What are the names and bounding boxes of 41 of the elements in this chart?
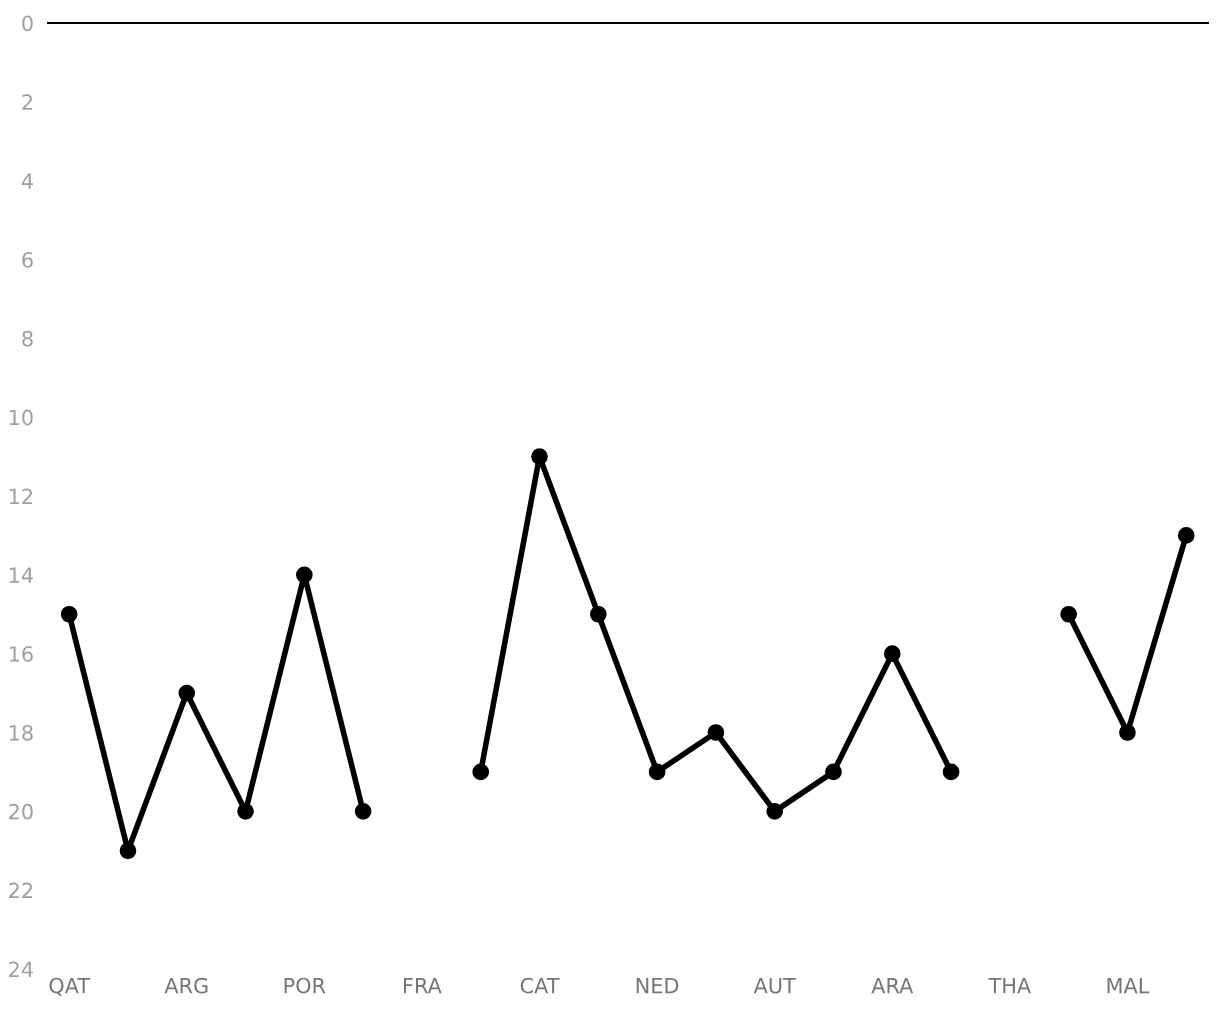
x-tick-label: ARG [164,977,208,994]
point [60,605,78,623]
y-tick-label: 0 [22,15,33,32]
point [942,763,960,781]
x-tick-label: THA [988,977,1032,994]
x-tick-label: POR [284,977,326,994]
point [1060,605,1077,623]
point [119,842,137,860]
x-tick-label: NED [636,977,679,994]
point [1119,724,1136,741]
point [589,605,607,623]
y-tick-label: 4 [21,173,33,189]
x-tick-label: QAT [49,977,91,996]
y-tick-label: 6 [22,251,33,268]
point [531,448,548,465]
point [825,763,842,781]
point [707,724,725,741]
y-tick-label: 12 [9,488,33,504]
point [296,566,313,584]
point [1177,527,1195,544]
y-tick-label: 22 [9,882,33,899]
point [766,802,784,820]
y-tick-label: 10 [9,409,33,426]
x-tick-label: MAL [1107,977,1150,994]
point [178,684,196,702]
y-tick-label: 18 [9,724,33,741]
point [237,802,254,820]
x-tick-label: CAT [520,977,560,994]
point [648,763,666,781]
y-tick-label: 24 [9,961,33,977]
y-tick-label: 20 [9,803,33,820]
y-tick-label: 8 [22,330,33,347]
point [354,802,372,820]
point [472,763,490,781]
y-tick-label: 14 [9,567,33,583]
x-tick-label: ARA [871,977,914,994]
point [883,645,901,663]
x-tick-label: AUT [753,977,796,994]
y-tick-label: 16 [9,646,33,662]
y-tick-label: 2 [22,94,33,110]
x-tick-label: FRA [404,977,442,994]
